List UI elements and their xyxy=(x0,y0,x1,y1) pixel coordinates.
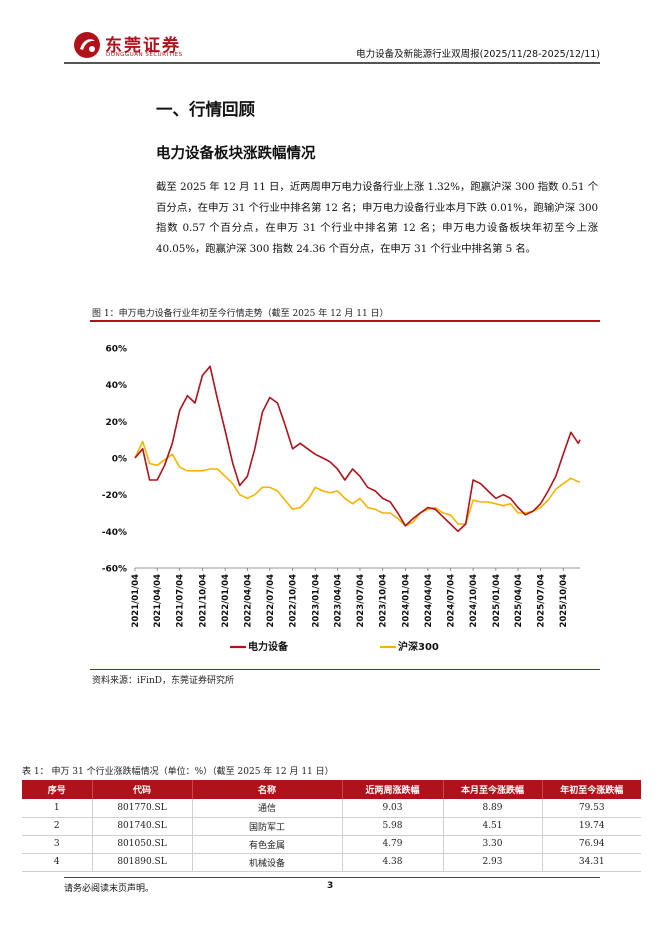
y-tick-label: 40% xyxy=(105,381,127,391)
y-tick-label: 0% xyxy=(112,455,127,465)
cell-year-to-date: 34.31 xyxy=(542,853,641,872)
x-tick-label: 2021/10/04 xyxy=(198,574,208,628)
x-tick-label: 2024/01/04 xyxy=(401,574,411,628)
cell-name: 国防军工 xyxy=(192,817,343,836)
cell-code: 801890.SL xyxy=(92,853,193,872)
cell-year-to-date: 76.94 xyxy=(542,835,641,854)
cell-rank: 2 xyxy=(22,817,93,836)
column-header-year-to-date: 年初至今涨跌幅 xyxy=(542,780,641,799)
cell-rank: 4 xyxy=(22,853,93,872)
cell-rank: 1 xyxy=(22,799,93,818)
cell-two-week: 9.03 xyxy=(342,799,444,818)
column-header-month-to-date: 本月至今涨跌幅 xyxy=(443,780,543,799)
subsection-heading: 电力设备板块涨跌幅情况 xyxy=(156,146,316,162)
x-tick-label: 2021/04/04 xyxy=(153,574,163,628)
logo-chinese-name: 东莞证券 xyxy=(105,36,181,56)
cell-two-week: 4.79 xyxy=(342,835,444,854)
cell-year-to-date: 79.53 xyxy=(542,799,641,818)
table-row: 4 801890.SL 机械设备 4.38 2.93 34.31 xyxy=(22,853,641,872)
cell-two-week: 5.98 xyxy=(342,817,444,836)
page-number: 3 xyxy=(327,881,334,891)
x-tick-label: 2023/10/04 xyxy=(379,574,389,628)
logo-english-name: DONGGUAN SECURITIES xyxy=(106,52,183,58)
y-tick-label: -60% xyxy=(102,565,127,575)
table-row: 3 801050.SL 有色金属 4.79 3.30 76.94 xyxy=(22,835,641,854)
cell-two-week: 4.38 xyxy=(342,853,444,872)
cell-month-to-date: 4.51 xyxy=(443,817,543,836)
x-tick-label: 2024/07/04 xyxy=(446,574,456,628)
footer-disclaimer: 请务必阅读末页声明。 xyxy=(64,884,155,894)
table-row: 2 801740.SL 国防军工 5.98 4.51 19.74 xyxy=(22,817,641,836)
cell-name: 机械设备 xyxy=(192,853,343,872)
series-line-1 xyxy=(134,440,580,527)
cell-month-to-date: 2.93 xyxy=(443,853,543,872)
column-header-name: 名称 xyxy=(192,780,343,799)
cell-name: 有色金属 xyxy=(192,835,343,854)
section-heading: 一、行情回顾 xyxy=(156,100,255,119)
figure-top-rule xyxy=(90,320,600,322)
column-header-code: 代码 xyxy=(92,780,193,799)
figure-caption: 图 1：申万电力设备行业年初至今行情走势（截至 2025 年 12 月 11 日… xyxy=(92,309,389,319)
table-caption: 表 1： 申万 31 个行业涨跌幅情况（单位：%）（截至 2025 年 12 月… xyxy=(22,767,334,777)
figure-source: 资料来源：iFinD，东莞证券研究所 xyxy=(92,676,235,686)
cell-name: 通信 xyxy=(192,799,343,818)
cell-rank: 3 xyxy=(22,835,93,854)
x-tick-label: 2022/04/04 xyxy=(243,574,253,628)
x-tick-label: 2025/04/04 xyxy=(514,574,524,628)
y-tick-label: 20% xyxy=(105,418,127,428)
legend-label-1: 沪深300 xyxy=(398,640,439,653)
dongguan-securities-logo-icon xyxy=(74,32,100,58)
x-tick-label: 2024/10/04 xyxy=(469,574,479,628)
cell-code: 801770.SL xyxy=(92,799,193,818)
cell-month-to-date: 8.89 xyxy=(443,799,543,818)
performance-line-chart: 60% 40% 20% 0% -20% -40% -60% 2021/01/04 2021/04… xyxy=(102,345,581,653)
header-divider xyxy=(64,62,600,64)
x-tick-label: 2021/07/04 xyxy=(176,574,186,628)
legend-label-0: 电力设备 xyxy=(248,640,289,653)
y-tick-label: -40% xyxy=(102,528,127,538)
table-row: 1 801770.SL 通信 9.03 8.89 79.53 xyxy=(22,799,641,818)
x-tick-label: 2023/01/04 xyxy=(311,574,321,628)
x-tick-label: 2025/07/04 xyxy=(536,574,546,628)
x-tick-label: 2025/10/04 xyxy=(559,574,569,628)
x-tick-label: 2021/01/04 xyxy=(131,574,141,628)
y-tick-label: 60% xyxy=(105,345,127,355)
column-header-rank: 序号 xyxy=(22,780,93,799)
series-line-0 xyxy=(134,365,581,533)
column-header-two-week: 近两周涨跌幅 xyxy=(342,780,444,799)
x-tick-label: 2024/04/04 xyxy=(424,574,434,628)
company-logo: 东莞证券 DONGGUAN SECURITIES xyxy=(72,30,192,62)
y-tick-label: -20% xyxy=(102,491,127,501)
report-title: 电力设备及新能源行业双周报(2025/11/28-2025/12/11) xyxy=(356,49,600,60)
x-tick-label: 2022/07/04 xyxy=(266,574,276,628)
industry-performance-table: 序号 代码 名称 近两周涨跌幅 本月至今涨跌幅 年初至今涨跌幅 1 801770… xyxy=(22,780,641,872)
cell-month-to-date: 3.30 xyxy=(443,835,543,854)
x-tick-label: 2023/04/04 xyxy=(333,574,343,628)
summary-paragraph: 截至 2025 年 12 月 11 日，近两周申万电力设备行业上涨 1.32%，… xyxy=(156,181,598,255)
x-tick-label: 2025/01/04 xyxy=(492,574,502,628)
x-tick-label: 2023/07/04 xyxy=(356,574,366,628)
cell-code: 801050.SL xyxy=(92,835,193,854)
cell-year-to-date: 19.74 xyxy=(542,817,641,836)
x-tick-label: 2022/01/04 xyxy=(221,574,231,628)
figure-bottom-rule xyxy=(90,669,600,670)
cell-code: 801740.SL xyxy=(92,817,193,836)
footer-divider xyxy=(64,877,600,878)
x-tick-label: 2022/10/04 xyxy=(289,574,299,628)
table-header-row: 序号 代码 名称 近两周涨跌幅 本月至今涨跌幅 年初至今涨跌幅 xyxy=(22,780,641,799)
